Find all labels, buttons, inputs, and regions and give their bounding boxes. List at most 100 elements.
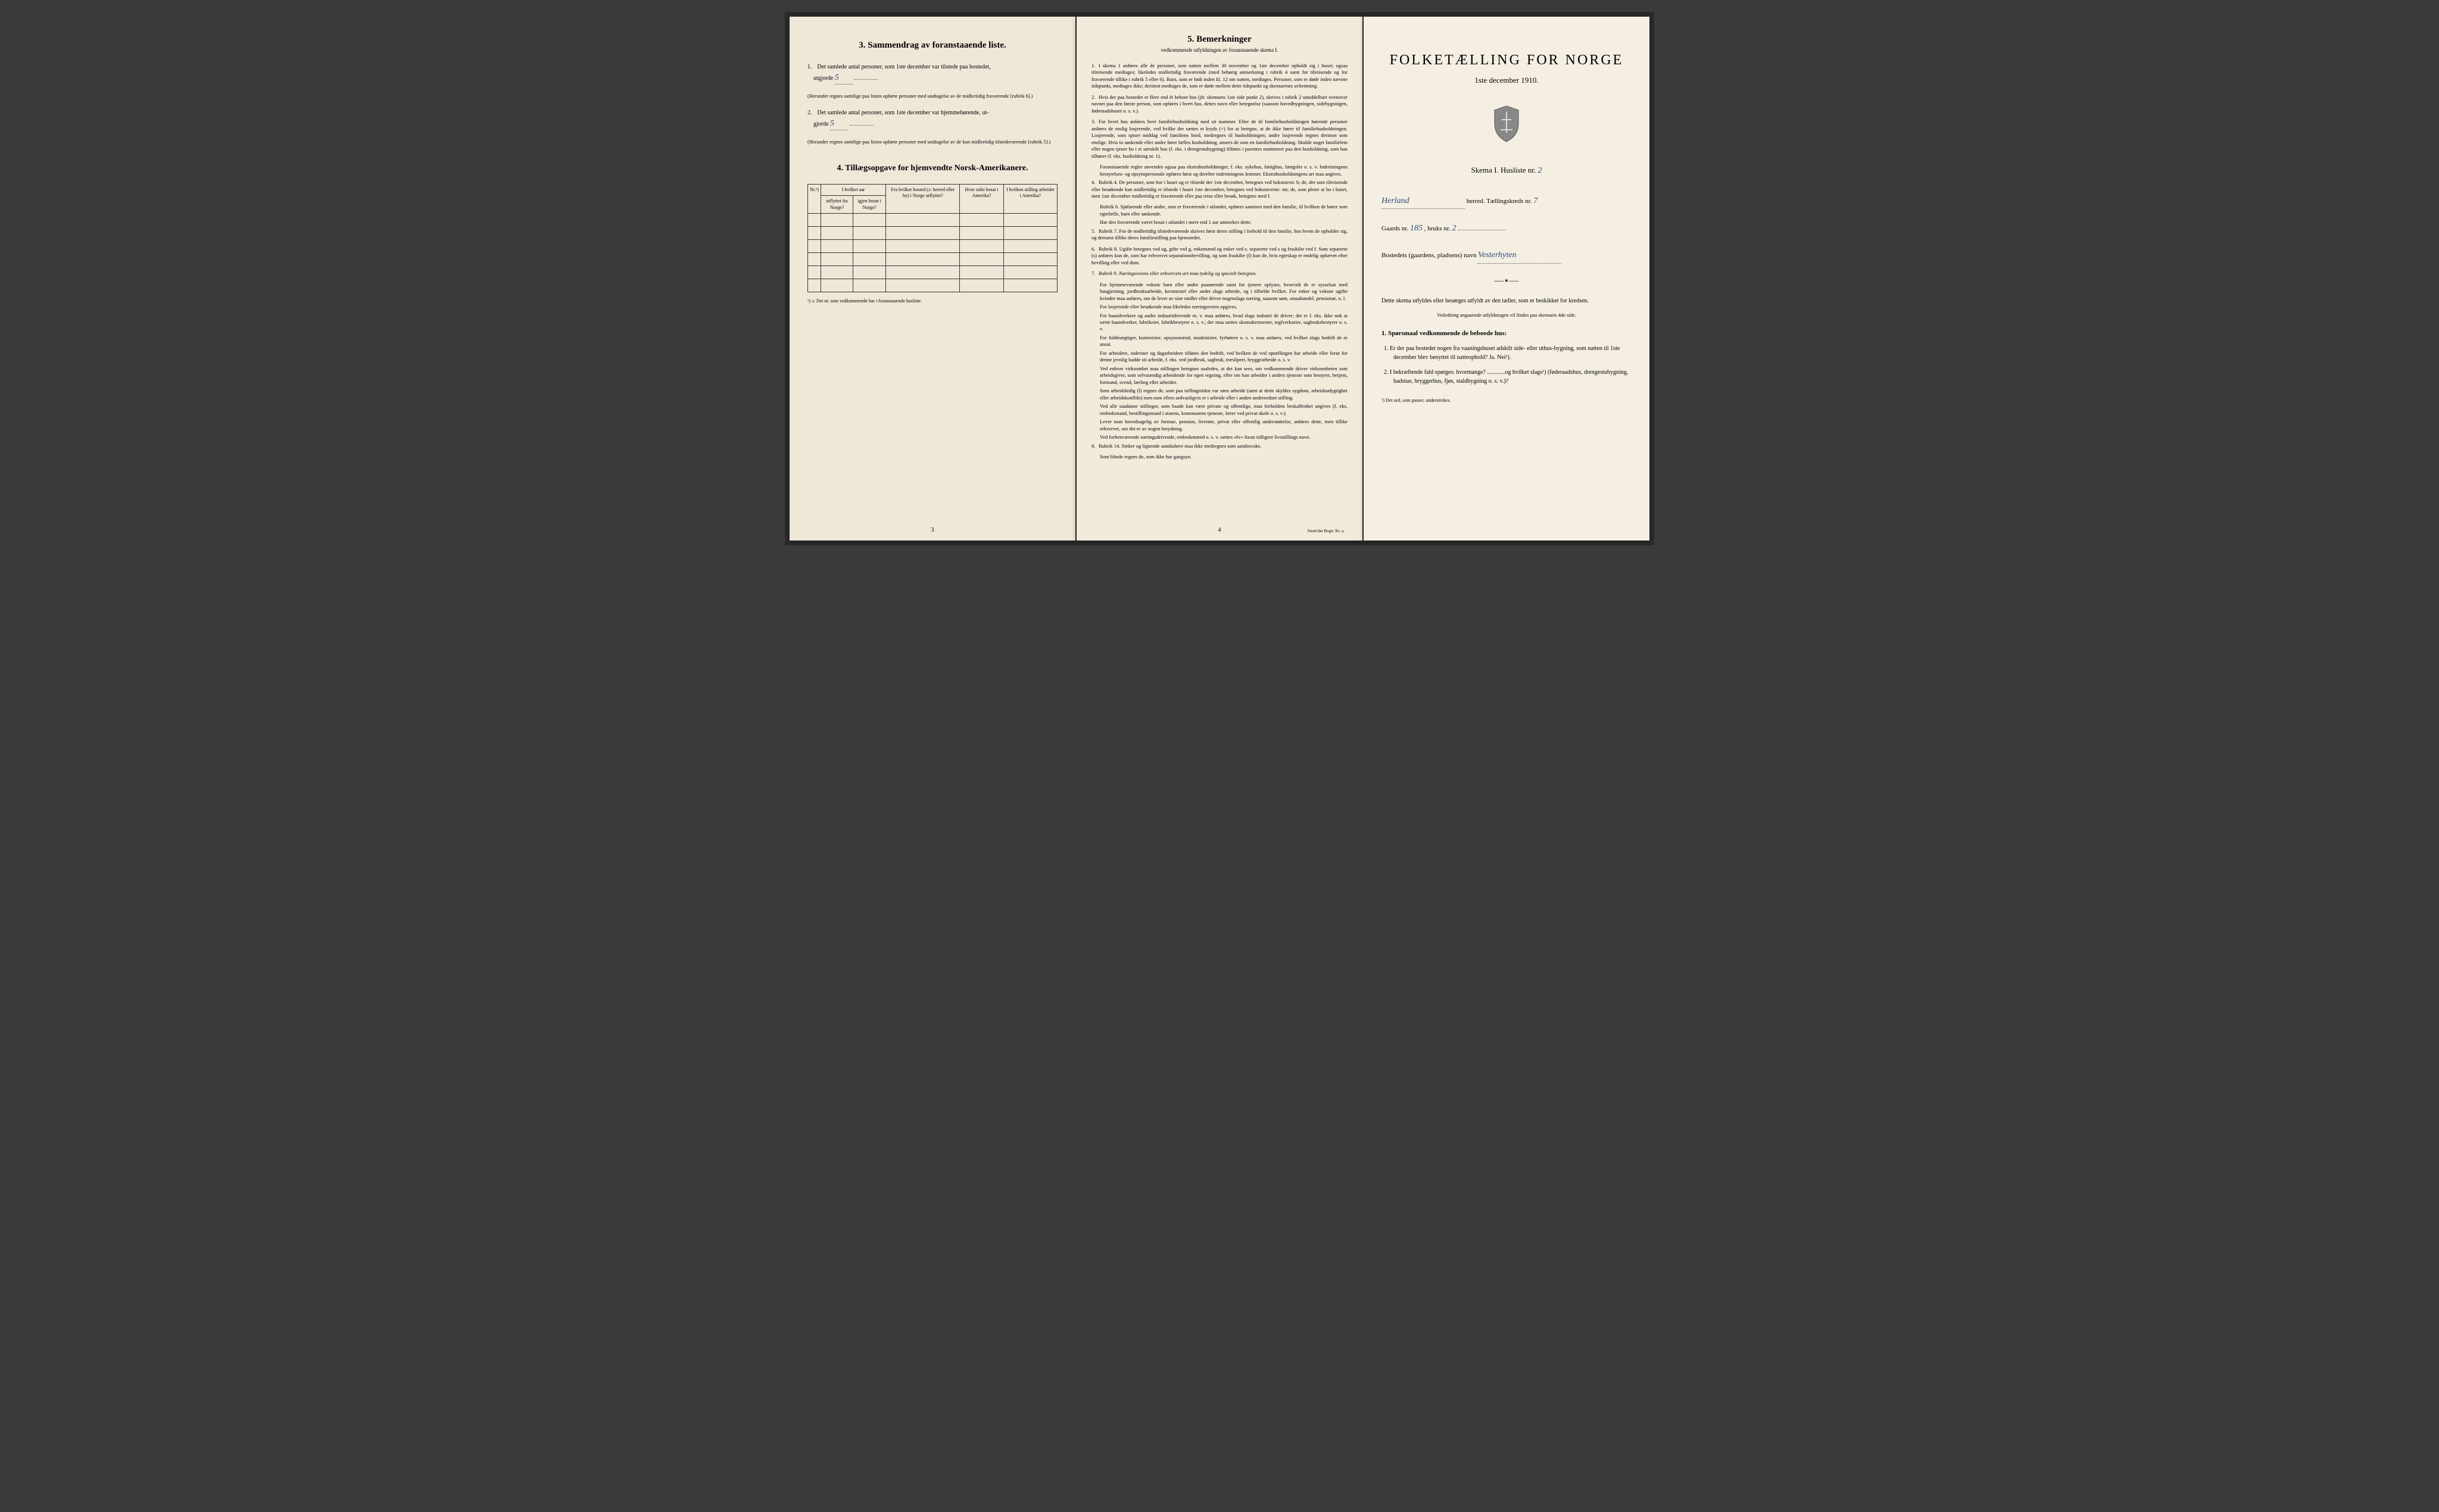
page-middle: 5. Bemerkninger vedkommende utfyldningen… bbox=[1077, 17, 1362, 541]
th-utflyttet: utflyttet fra Norge? bbox=[821, 196, 853, 214]
section4-title: 4. Tillægsopgave for hjemvendte Norsk-Am… bbox=[807, 164, 1058, 173]
bosted-field: Vesterhyten bbox=[1478, 248, 1561, 263]
remark-4-sub1: Rubrik 6. Sjøfarende eller andre, som er… bbox=[1100, 204, 1348, 217]
remark-8: 8.Rubrik 14. Sinker og lignende aandsslø… bbox=[1091, 443, 1348, 449]
bosted-label: Bostedets (gaardens, pladsens) navn bbox=[1381, 252, 1476, 259]
gaards-nr: 185 bbox=[1410, 224, 1423, 233]
item2-text: Det samlede antal personer, som 1ste dec… bbox=[818, 110, 989, 116]
value-line: 5 bbox=[835, 71, 853, 85]
remark-3-sub: Foranstaaende regler anvendes ogsaa paa … bbox=[1100, 164, 1348, 177]
table-row bbox=[808, 213, 1058, 226]
item-2: 2. Det samlede antal personer, som 1ste … bbox=[807, 108, 1058, 130]
printer-mark: Steen'ske Bogtr. Kr. a. bbox=[1308, 529, 1345, 533]
value1: 5 bbox=[835, 73, 839, 82]
remark-1: 1.I skema 1 anføres alle de personer, so… bbox=[1091, 63, 1348, 90]
item1-note: (Herunder regnes samtlige paa listen opf… bbox=[807, 93, 1058, 100]
page-number: 3 bbox=[931, 527, 934, 533]
table-row bbox=[808, 279, 1058, 292]
husliste-nr: 2 bbox=[1537, 166, 1542, 175]
page-number: 4 bbox=[1218, 527, 1221, 533]
th-amerika: Hvor sidst bosat i Amerika? bbox=[960, 184, 1003, 213]
remark-text: Rubrik 14. Sinker og lignende aandssløve… bbox=[1099, 443, 1261, 449]
item1-prefix: utgjorde bbox=[813, 75, 833, 82]
herred-field: Herland bbox=[1381, 193, 1465, 209]
remark-text: Rubrik 7. For de midlertidig tilstedevær… bbox=[1091, 228, 1348, 240]
kreds-nr: 7 bbox=[1533, 196, 1537, 205]
remark-7-sub: For haandverkere og andre industridriven… bbox=[1100, 313, 1348, 333]
item2-note: (Herunder regnes samtlige paa listen opf… bbox=[807, 139, 1058, 146]
item2-prefix: gjorde bbox=[813, 121, 829, 127]
remark-7-sub: Ved alle saadanne stillinger, som baade … bbox=[1100, 403, 1348, 417]
page-right: FOLKETÆLLING FOR NORGE 1ste december 191… bbox=[1364, 17, 1649, 541]
table-row bbox=[808, 226, 1058, 239]
remark-3: 3.For hvert hus anføres hver familiehush… bbox=[1091, 118, 1348, 160]
question-1: 1. Er der paa bostedet nogen fra vaaning… bbox=[1381, 344, 1632, 362]
herred-label: herred. Tællingskreds nr. bbox=[1467, 198, 1532, 205]
remark-4: 4.Rubrik 4. De personer, som bor i huset… bbox=[1091, 179, 1348, 199]
th-aar: I hvilket aar bbox=[821, 184, 886, 195]
bosted-line: Bostedets (gaardens, pladsens) navn Vest… bbox=[1381, 248, 1632, 263]
item-num: 2. bbox=[807, 108, 816, 117]
remark-5: 5.Rubrik 7. For de midlertidig tilstedev… bbox=[1091, 228, 1348, 242]
remark-text: I skema 1 anføres alle de personer, som … bbox=[1091, 63, 1348, 89]
table-footnote: ¹) ɔ: Det nr. som vedkommende har i fora… bbox=[807, 298, 1058, 304]
item-1: 1. Det samlede antal personer, som 1ste … bbox=[807, 63, 1058, 85]
question-header: 1. Spørsmaal vedkommende de beboede hus: bbox=[1381, 330, 1632, 337]
value-line: 5 bbox=[830, 117, 848, 130]
section5-title: 5. Bemerkninger bbox=[1091, 35, 1348, 45]
remark-4-sub2: Har den fraværende været bosat i utlande… bbox=[1100, 219, 1348, 226]
th-bosted: Fra hvilket bosted (ɔ: herred eller by) … bbox=[886, 184, 960, 213]
item1-text: Det samlede antal personer, som 1ste dec… bbox=[818, 64, 991, 70]
remark-text: Rubrik 9. Næringsveiens eller erhvervets… bbox=[1099, 270, 1257, 276]
value2: 5 bbox=[830, 119, 834, 128]
shield-icon bbox=[1489, 103, 1524, 145]
table-row bbox=[808, 265, 1058, 279]
remark-text: Rubrik 8. Ugifte betegnes ved ug, gifte … bbox=[1091, 246, 1348, 265]
table-body bbox=[808, 213, 1058, 292]
remark-7-sub: For hjemmeværende voksne barn eller andr… bbox=[1100, 282, 1348, 302]
remark-text: For hvert hus anføres hver familiehushol… bbox=[1091, 118, 1348, 158]
instruction: Dette skema utfyldes eller besørges utfy… bbox=[1381, 296, 1632, 306]
th-stilling: I hvilken stilling arbeidet i Amerika? bbox=[1003, 184, 1057, 213]
remark-7-sub: Ved forhenværende næringsdrivende, embed… bbox=[1100, 434, 1348, 441]
gaards-label: Gaards nr. bbox=[1381, 225, 1408, 232]
divider: ⸺✶⸺ bbox=[1381, 276, 1632, 285]
page-left: 3. Sammendrag av foranstaaende liste. 1.… bbox=[790, 17, 1075, 541]
remark-7-sub: Lever man hovedsagelig av formue, pensio… bbox=[1100, 418, 1348, 432]
instruction-sub: Veiledning angaaende utfyldningen vil fi… bbox=[1381, 312, 1632, 318]
skema-line: Skema I. Husliste nr. 2 bbox=[1381, 165, 1632, 176]
section5-subtitle: vedkommende utfyldningen av foranstaaend… bbox=[1091, 47, 1348, 53]
census-date: 1ste december 1910. bbox=[1381, 76, 1632, 85]
coat-of-arms bbox=[1381, 103, 1632, 148]
herred-value: Herland bbox=[1381, 196, 1409, 205]
value-line-ext bbox=[850, 125, 874, 126]
footnote: ¹) Det ord, som passer, understrekes. bbox=[1381, 398, 1632, 403]
th-bosat: igjen bosat i Norge? bbox=[853, 196, 886, 214]
bruks-nr: 2 bbox=[1452, 224, 1456, 233]
bosted-value: Vesterhyten bbox=[1478, 251, 1516, 260]
value-line-ext bbox=[854, 79, 878, 80]
table-row bbox=[808, 252, 1058, 265]
gaards-line: Gaards nr. 185 , bruks nr. 2 bbox=[1381, 221, 1632, 236]
remark-7-sub: Som arbeidsledig (l) regnes de, som paa … bbox=[1100, 388, 1348, 401]
item-num: 1. bbox=[807, 63, 816, 71]
table-row bbox=[808, 239, 1058, 252]
remark-text: Hvis der paa bostedet er flere end ét be… bbox=[1091, 94, 1348, 114]
remark-2: 2.Hvis der paa bostedet er flere end ét … bbox=[1091, 94, 1348, 114]
amerika-table: Nr.¹) I hvilket aar Fra hvilket bosted (… bbox=[807, 184, 1058, 292]
th-nr: Nr.¹) bbox=[808, 184, 821, 213]
remark-8-sub: Som blinde regnes de, som ikke har gangs… bbox=[1100, 454, 1348, 460]
remark-7-sub: For fuldmægtiger, kontorister, opsynsmæn… bbox=[1100, 335, 1348, 348]
remark-7-sub: For arbeidere, inderster og dagarbeidere… bbox=[1100, 350, 1348, 364]
remark-7-sub: Ved enhver virksomhet maa stillingen bet… bbox=[1100, 365, 1348, 386]
remark-7-sub: For losjerende eller besøkende maa likel… bbox=[1100, 304, 1348, 310]
census-title: FOLKETÆLLING FOR NORGE bbox=[1381, 52, 1632, 68]
remark-7: 7.Rubrik 9. Næringsveiens eller erhverve… bbox=[1091, 270, 1348, 277]
skema-label: Skema I. Husliste nr. bbox=[1471, 165, 1536, 174]
question-2: 2. I bekræftende fald spørges: hvormange… bbox=[1381, 368, 1632, 386]
remark-text: Rubrik 4. De personer, som bor i huset o… bbox=[1091, 179, 1348, 199]
herred-line: Herland herred. Tællingskreds nr. 7 bbox=[1381, 193, 1632, 209]
bruks-label: , bruks nr. bbox=[1424, 225, 1451, 232]
document-spread: 3. Sammendrag av foranstaaende liste. 1.… bbox=[785, 12, 1654, 545]
remark-6: 6.Rubrik 8. Ugifte betegnes ved ug, gift… bbox=[1091, 246, 1348, 266]
